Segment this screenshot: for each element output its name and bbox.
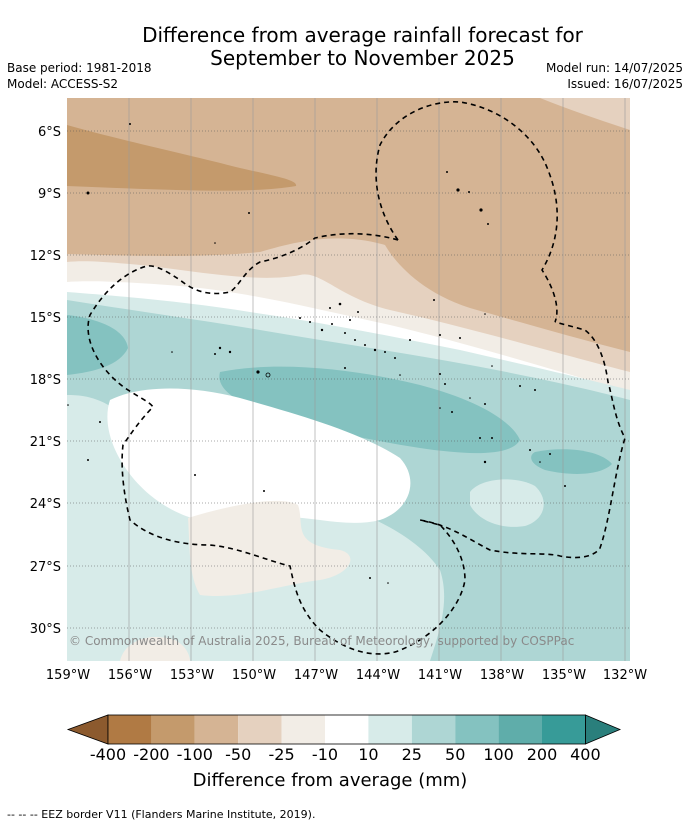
colorbar-tick-label: -50 — [225, 745, 252, 764]
meta-left: Base period: 1981-2018 Model: ACCESS-S2 — [7, 60, 152, 92]
eez-footer-note: -- -- -- EEZ border V11 (Flanders Marine… — [7, 808, 316, 821]
base-period: Base period: 1981-2018 — [7, 61, 152, 75]
colorbar-extend-low — [66, 714, 109, 745]
colorbar-segment — [151, 715, 195, 744]
patch-white-interior — [107, 388, 411, 524]
colorbar-tick-label: -10 — [311, 745, 339, 764]
colorbar-tick-label: 400 — [570, 745, 601, 764]
colorbar-segment — [238, 715, 282, 744]
colorbar — [66, 714, 622, 745]
colorbar-segment — [542, 715, 586, 744]
rainfall-map — [67, 98, 630, 661]
patch-minus-10-south — [188, 500, 351, 597]
colorbar-tick-label: -400 — [89, 745, 127, 764]
meridians — [128, 98, 626, 661]
lat-label: 18°S — [30, 373, 61, 388]
patch-minus-10-corner — [120, 636, 190, 661]
longitude-labels: 159°W 156°W 153°W 150°W 147°W 144°W 141°… — [46, 668, 647, 683]
colorbar-segment — [281, 715, 325, 744]
colorbar-segment — [108, 715, 152, 744]
lon-label: 138°W — [480, 668, 524, 683]
lat-label: 6°S — [38, 125, 61, 140]
copyright-notice: © Commonwealth of Australia 2025, Bureau… — [69, 634, 575, 648]
colorbar-segment — [194, 715, 239, 744]
lon-label: 159°W — [46, 668, 90, 683]
lat-label: 15°S — [30, 311, 61, 326]
map-title: Difference from average rainfall forecas… — [0, 24, 690, 70]
islands — [67, 123, 566, 584]
latitude-labels: 6°S 9°S 12°S 15°S 18°S 21°S 24°S 27°S 30… — [30, 125, 61, 637]
lat-label: 21°S — [30, 435, 61, 450]
issued-date: Issued: 16/07/2025 — [567, 77, 683, 91]
colorbar-tick-label: 200 — [526, 745, 558, 764]
colorbar-tick-label: -200 — [133, 745, 170, 764]
lat-label: 24°S — [30, 497, 61, 512]
colorbar-segment — [498, 715, 542, 744]
patch-minus-50-small — [380, 145, 630, 350]
eez-border-main — [87, 232, 626, 655]
model-run: Model run: 14/07/2025 — [545, 61, 683, 75]
title-line-1: Difference from average rainfall forecas… — [142, 23, 583, 47]
patch-plus-10-south — [67, 518, 159, 600]
gridlines — [67, 130, 630, 629]
title-line-2: September to November 2025 — [210, 46, 515, 70]
colorbar-tick-label: -25 — [268, 745, 295, 764]
colorbar-extend-high — [585, 714, 622, 745]
colorbar-tick-label: 100 — [483, 745, 514, 764]
colorbar-tick-label: 50 — [445, 745, 466, 764]
colorbar-frame — [107, 714, 586, 745]
lat-label: 27°S — [30, 560, 61, 575]
band-minus-100 — [67, 125, 297, 191]
colorbar-tick-label: -100 — [176, 745, 213, 764]
colorbar-tick-label: 10 — [358, 745, 379, 764]
band-plus-50 — [219, 366, 520, 454]
lat-label: 30°S — [30, 622, 61, 637]
lon-label: 144°W — [356, 668, 400, 683]
lon-label: 147°W — [294, 668, 338, 683]
colorbar-segment — [455, 715, 499, 744]
lon-label: 156°W — [108, 668, 152, 683]
lon-label: 132°W — [603, 668, 647, 683]
colorbar-segment — [325, 715, 369, 744]
colorbar-segment — [368, 715, 412, 744]
lon-label: 150°W — [232, 668, 276, 683]
patch-plus-50-east — [531, 449, 612, 474]
patch-plus-50-west — [67, 315, 128, 375]
colorbar-title: Difference from average (mm) — [192, 770, 468, 791]
lon-label: 135°W — [542, 668, 586, 683]
model-name: Model: ACCESS-S2 — [7, 77, 119, 91]
eez-border-marquesas — [375, 101, 558, 323]
colorbar-segment — [411, 715, 456, 744]
patch-plus-10-east — [470, 479, 544, 527]
lat-label: 9°S — [38, 187, 61, 202]
meta-right: Model run: 14/07/2025 Issued: 16/07/2025 — [546, 60, 683, 92]
lat-label: 12°S — [30, 249, 61, 264]
colorbar-tick-label: 25 — [401, 745, 422, 764]
lon-label: 153°W — [170, 668, 214, 683]
lon-label: 141°W — [418, 668, 462, 683]
